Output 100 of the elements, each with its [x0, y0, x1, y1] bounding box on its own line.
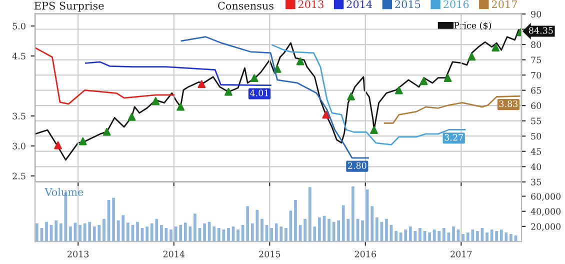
- bar: [136, 222, 139, 242]
- point: [128, 112, 136, 121]
- bar: [486, 232, 488, 242]
- data-label: 3.83: [499, 100, 518, 108]
- y-tick-label: 5.0: [12, 22, 26, 30]
- bar: [126, 222, 130, 242]
- legend-label: 2016: [444, 0, 469, 8]
- y-tick-label: 60,000: [531, 193, 561, 201]
- bar: [112, 198, 115, 242]
- bar: [442, 228, 446, 242]
- data-label: 4.01: [250, 90, 268, 96]
- text: EPS Surprise: [34, 2, 104, 12]
- point: [78, 137, 87, 146]
- legend-label: 2014: [346, 0, 372, 8]
- bar: [170, 229, 172, 242]
- line-series: [35, 47, 175, 105]
- bar: [260, 218, 264, 242]
- bar: [78, 224, 82, 242]
- line-series: [35, 29, 522, 161]
- bar: [160, 224, 163, 242]
- point: [468, 52, 476, 61]
- point: [420, 77, 428, 86]
- point: [250, 74, 258, 82]
- bar: [146, 226, 149, 242]
- bar: [361, 220, 364, 242]
- y2-tick-label: 35: [531, 178, 541, 186]
- point: [394, 86, 403, 94]
- data-label: 2.80: [348, 162, 366, 169]
- x-tick-label: 2015: [259, 250, 280, 258]
- bar: [328, 218, 330, 242]
- point: [152, 97, 160, 105]
- point: [224, 88, 232, 96]
- y-tick-label: 4.5: [12, 52, 26, 60]
- bar: [352, 186, 354, 242]
- y2-tick-label: 55: [531, 118, 541, 124]
- legend-title: Consensus: [218, 2, 274, 10]
- data-label: 84.35: [529, 27, 553, 34]
- bar: [284, 228, 288, 242]
- x-tick-label: 2013: [68, 250, 89, 258]
- bar: [495, 230, 498, 242]
- bar: [385, 218, 388, 242]
- y-tick-label: 20,000: [531, 223, 561, 231]
- bar: [418, 228, 422, 242]
- point: [54, 141, 62, 150]
- bar: [36, 223, 38, 242]
- bar: [236, 229, 240, 242]
- y2-tick-label: 65: [531, 87, 541, 94]
- bar: [270, 228, 273, 242]
- y-tick-label: 3.0: [12, 142, 26, 150]
- y-tick-label: 40,000: [530, 208, 561, 216]
- data-label: 3.27: [444, 134, 463, 141]
- line-series: [180, 36, 369, 159]
- y2-tick-label: 90: [531, 10, 542, 18]
- bar: [408, 226, 412, 242]
- bar: [102, 218, 106, 242]
- bar: [179, 224, 182, 242]
- y2-tick-label: 75: [531, 56, 541, 64]
- line-series: [85, 61, 272, 86]
- point: [198, 80, 206, 88]
- y2-tick-label: 70: [531, 72, 542, 78]
- bar: [476, 230, 479, 242]
- bar: [45, 222, 48, 242]
- bar: [194, 214, 196, 242]
- bar: [394, 230, 398, 242]
- bar: [227, 228, 230, 242]
- x-tick-label: 2017: [450, 250, 472, 258]
- bar: [250, 223, 254, 242]
- legend-label: 2015: [395, 0, 420, 8]
- x-tick-label: 2014: [163, 250, 185, 258]
- y2-tick-label: 80: [531, 41, 542, 48]
- bar: [304, 218, 307, 242]
- y2-tick-label: 40: [530, 163, 542, 170]
- point: [296, 57, 304, 66]
- point: [347, 92, 355, 100]
- y2-tick-label: 45: [530, 148, 541, 155]
- bar: [462, 234, 465, 242]
- y2-tick-label: 50: [531, 132, 542, 140]
- point: [102, 128, 111, 136]
- bar: [69, 226, 72, 242]
- bar: [54, 220, 58, 242]
- bar: [92, 226, 96, 242]
- point: [492, 44, 500, 52]
- point: [370, 126, 378, 134]
- bar: [294, 200, 297, 242]
- y-tick-label: 2.5: [12, 172, 26, 180]
- point: [322, 110, 330, 119]
- point: [444, 74, 452, 82]
- bar: [510, 234, 512, 242]
- legend-label: 2013: [298, 0, 324, 8]
- legend-label: 2017: [492, 0, 517, 8]
- bar: [318, 217, 321, 242]
- bar: [203, 223, 206, 242]
- bar: [428, 232, 431, 242]
- annotation: Volume: [44, 188, 84, 196]
- y-tick-label: 3.5: [12, 112, 26, 120]
- bar: [337, 220, 340, 242]
- bar: [452, 226, 455, 242]
- line-series: [272, 44, 466, 146]
- point: [176, 102, 185, 111]
- y2-tick-label: 60: [531, 102, 542, 110]
